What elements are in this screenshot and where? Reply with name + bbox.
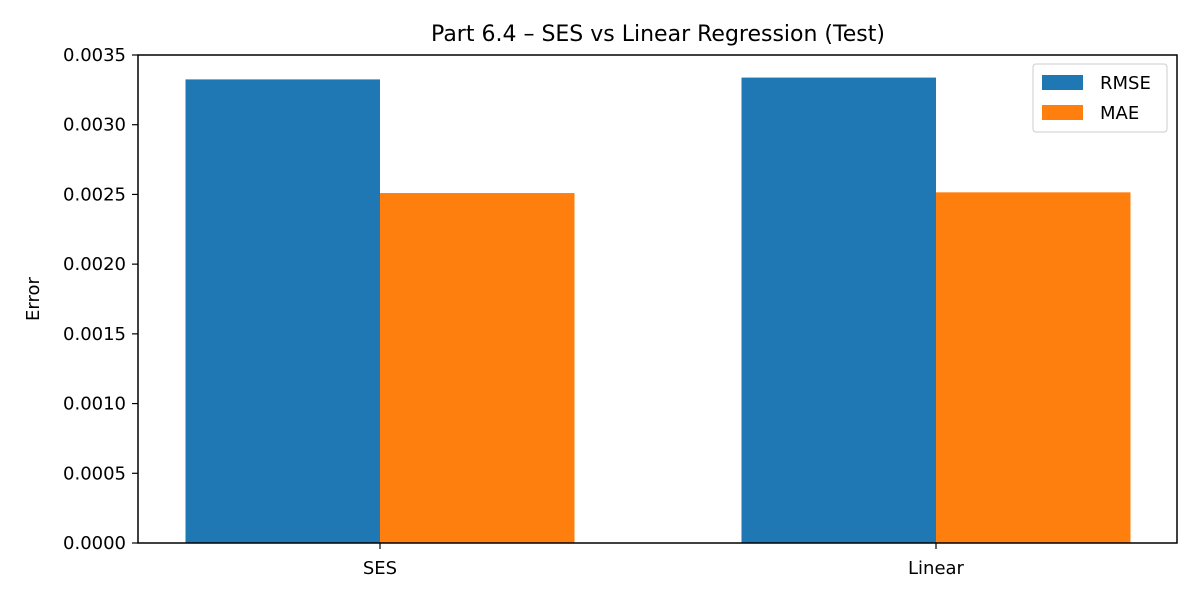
legend-label-rmse: RMSE — [1100, 73, 1151, 94]
y-tick-label: 0.0025 — [63, 184, 126, 205]
y-tick-label: 0.0035 — [63, 45, 126, 66]
legend: RMSE MAE — [1032, 63, 1168, 133]
bar-rmse-linear — [741, 77, 936, 543]
legend-swatch-rmse — [1042, 75, 1083, 90]
axes-group: 0.0000 0.0005 0.0010 0.0015 0.0020 0.0025 0.00… — [63, 45, 1178, 579]
x-tick-label: Linear — [908, 558, 965, 579]
bar-rmse-ses — [185, 79, 380, 544]
legend-label-mae: MAE — [1100, 103, 1139, 124]
bars-group — [185, 77, 1131, 544]
legend-swatch-mae — [1042, 105, 1083, 120]
y-axis-label: Error — [23, 276, 44, 320]
y-tick-label: 0.0030 — [63, 115, 126, 136]
y-tick-label: 0.0015 — [63, 324, 126, 345]
chart-title: Part 6.4 – SES vs Linear Regression (Tes… — [431, 22, 885, 47]
y-tick-label: 0.0000 — [63, 533, 126, 554]
x-tick-label: SES — [363, 558, 397, 579]
bar-mae-ses — [380, 193, 575, 543]
y-tick-label: 0.0020 — [63, 254, 126, 275]
y-tick-label: 0.0010 — [63, 394, 126, 415]
plot-frame — [137, 54, 1178, 544]
bar-mae-linear — [936, 192, 1131, 543]
y-tick-label: 0.0005 — [63, 463, 126, 484]
